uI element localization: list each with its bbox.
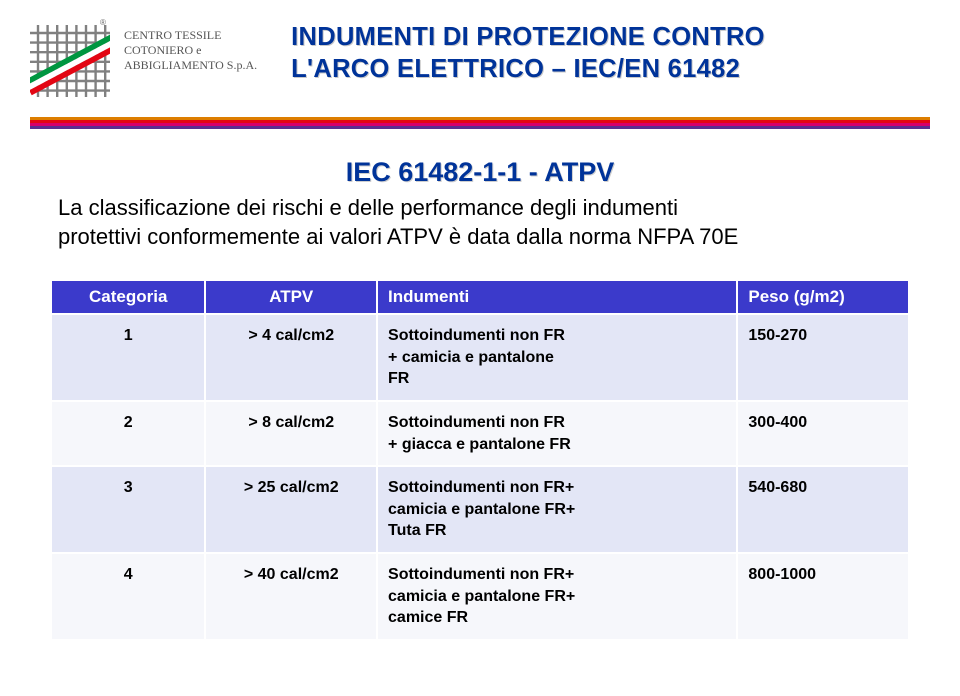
- cell-atpv: > 40 cal/cm2: [205, 553, 377, 640]
- content-block: IEC 61482-1-1 - ATPV La classificazione …: [30, 157, 930, 251]
- title-line-2: L'ARCO ELETTRICO – IEC/EN 61482: [291, 54, 930, 86]
- th-indumenti: Indumenti: [377, 280, 737, 314]
- cell-indumenti: Sottoindumenti non FR+camicia e pantalon…: [377, 466, 737, 553]
- table-row: 1 > 4 cal/cm2 Sottoindumenti non FR+ cam…: [51, 314, 909, 401]
- title-line-1: INDUMENTI DI PROTEZIONE CONTRO: [291, 22, 930, 54]
- th-atpv: ATPV: [205, 280, 377, 314]
- org-line-3: ABBIGLIAMENTO S.p.A.: [124, 58, 257, 73]
- cell-atpv: > 4 cal/cm2: [205, 314, 377, 401]
- subtitle: IEC 61482-1-1 - ATPV: [50, 157, 910, 188]
- header: ®: [30, 18, 930, 97]
- cell-peso: 150-270: [737, 314, 909, 401]
- cell-atpv: > 8 cal/cm2: [205, 401, 377, 466]
- org-line-1: CENTRO TESSILE: [124, 28, 257, 43]
- logo-wrap: ®: [30, 18, 110, 97]
- table-header-row: Categoria ATPV Indumenti Peso (g/m2): [51, 280, 909, 314]
- cell-peso: 300-400: [737, 401, 909, 466]
- stripe-purple: [30, 126, 930, 129]
- stripe-bar: [30, 117, 930, 129]
- cell-categoria: 4: [51, 553, 205, 640]
- org-text: CENTRO TESSILE COTONIERO e ABBIGLIAMENTO…: [124, 18, 257, 73]
- cell-categoria: 1: [51, 314, 205, 401]
- intro-text: La classificazione dei rischi e delle pe…: [50, 194, 910, 251]
- atpv-table: Categoria ATPV Indumenti Peso (g/m2) 1 >…: [50, 279, 910, 641]
- cell-atpv: > 25 cal/cm2: [205, 466, 377, 553]
- cell-peso: 800-1000: [737, 553, 909, 640]
- intro-line-1: La classificazione dei rischi e delle pe…: [58, 195, 678, 220]
- th-peso: Peso (g/m2): [737, 280, 909, 314]
- table-row: 2 > 8 cal/cm2 Sottoindumenti non FR+ gia…: [51, 401, 909, 466]
- cell-indumenti: Sottoindumenti non FR+ camicia e pantalo…: [377, 314, 737, 401]
- th-categoria: Categoria: [51, 280, 205, 314]
- org-logo: [30, 25, 110, 97]
- cell-indumenti: Sottoindumenti non FR+ giacca e pantalon…: [377, 401, 737, 466]
- cell-indumenti: Sottoindumenti non FR+camicia e pantalon…: [377, 553, 737, 640]
- intro-line-2: protettivi conformemente ai valori ATPV …: [58, 224, 738, 249]
- table-row: 4 > 40 cal/cm2 Sottoindumenti non FR+cam…: [51, 553, 909, 640]
- cell-categoria: 3: [51, 466, 205, 553]
- slide-page: ®: [0, 0, 960, 696]
- table-wrap: Categoria ATPV Indumenti Peso (g/m2) 1 >…: [30, 279, 930, 641]
- title-block: INDUMENTI DI PROTEZIONE CONTRO L'ARCO EL…: [271, 18, 930, 86]
- cell-peso: 540-680: [737, 466, 909, 553]
- table-row: 3 > 25 cal/cm2 Sottoindumenti non FR+cam…: [51, 466, 909, 553]
- org-line-2: COTONIERO e: [124, 43, 257, 58]
- cell-categoria: 2: [51, 401, 205, 466]
